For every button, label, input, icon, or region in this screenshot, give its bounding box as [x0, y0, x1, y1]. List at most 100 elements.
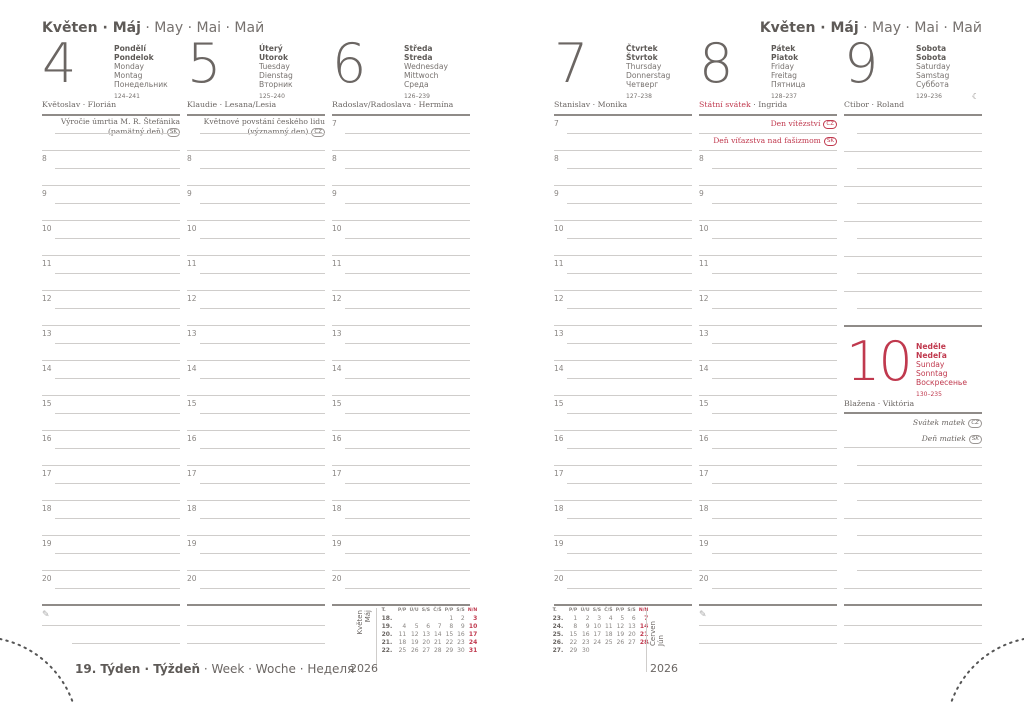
hour-line[interactable]: [42, 535, 180, 536]
hour-line[interactable]: [554, 290, 692, 291]
notes-line[interactable]: [187, 625, 325, 626]
hour-line[interactable]: [332, 465, 470, 466]
hour-line[interactable]: [187, 570, 325, 571]
date-cell[interactable]: 12: [616, 623, 625, 630]
writing-line[interactable]: [200, 588, 325, 589]
date-cell[interactable]: 30: [581, 647, 590, 654]
writing-line[interactable]: [712, 273, 837, 274]
date-cell[interactable]: 9: [585, 623, 590, 630]
date-cell[interactable]: 26: [616, 639, 625, 646]
date-cell[interactable]: 1: [573, 615, 578, 622]
date-cell[interactable]: 7: [437, 623, 442, 630]
hour-line[interactable]: [42, 570, 180, 571]
hour-line[interactable]: [554, 360, 692, 361]
date-cell[interactable]: 19: [616, 631, 625, 638]
writing-line[interactable]: [567, 343, 692, 344]
writing-line[interactable]: [345, 518, 470, 519]
date-cell[interactable]: 29: [569, 647, 578, 654]
hour-line[interactable]: [699, 133, 837, 134]
writing-line[interactable]: [712, 343, 837, 344]
date-cell[interactable]: 13: [628, 623, 636, 630]
hour-line[interactable]: [699, 325, 837, 326]
writing-line[interactable]: [844, 447, 982, 448]
hour-line[interactable]: [332, 150, 470, 151]
date-cell[interactable]: 10: [593, 623, 602, 630]
hour-line[interactable]: [554, 465, 692, 466]
date-cell[interactable]: 21: [639, 631, 649, 638]
date-cell[interactable]: 30: [457, 647, 465, 654]
writing-line[interactable]: [844, 290, 982, 292]
hour-line[interactable]: [554, 430, 692, 431]
date-cell[interactable]: 16: [457, 631, 465, 638]
writing-line[interactable]: [55, 588, 180, 589]
writing-line[interactable]: [345, 553, 470, 554]
writing-line[interactable]: [712, 483, 837, 484]
hour-line[interactable]: [42, 290, 180, 291]
writing-line[interactable]: [55, 308, 180, 309]
date-cell[interactable]: 5: [414, 623, 419, 630]
writing-line[interactable]: [55, 378, 180, 379]
date-cell[interactable]: 16: [581, 631, 590, 638]
hour-line[interactable]: [187, 360, 325, 361]
date-cell[interactable]: 22: [445, 639, 454, 646]
writing-line[interactable]: [567, 588, 692, 589]
notes-line[interactable]: [72, 643, 180, 644]
hour-line[interactable]: [332, 255, 470, 256]
writing-line[interactable]: [844, 150, 982, 152]
date-cell[interactable]: 23: [457, 639, 465, 646]
writing-line[interactable]: [857, 465, 982, 466]
hour-line[interactable]: [699, 465, 837, 466]
hour-line[interactable]: [42, 360, 180, 361]
writing-line[interactable]: [857, 133, 982, 134]
hour-line[interactable]: [554, 185, 692, 186]
hour-line[interactable]: [187, 150, 325, 151]
writing-line[interactable]: [345, 133, 470, 134]
writing-line[interactable]: [200, 553, 325, 554]
date-cell[interactable]: 24: [468, 639, 478, 646]
notes-line[interactable]: [699, 643, 837, 644]
hour-line[interactable]: [699, 255, 837, 256]
date-cell[interactable]: 2: [460, 615, 465, 622]
hour-line[interactable]: [42, 430, 180, 431]
writing-line[interactable]: [345, 308, 470, 309]
hour-line[interactable]: [554, 395, 692, 396]
date-cell[interactable]: 8: [573, 623, 578, 630]
date-cell[interactable]: 20: [628, 631, 636, 638]
date-cell[interactable]: 18: [604, 631, 613, 638]
writing-line[interactable]: [345, 273, 470, 274]
date-cell[interactable]: 1: [449, 615, 454, 622]
hour-line[interactable]: [42, 465, 180, 466]
date-cell[interactable]: 28: [639, 639, 649, 646]
writing-line[interactable]: [345, 238, 470, 239]
writing-line[interactable]: [857, 500, 982, 501]
date-cell[interactable]: 9: [460, 623, 465, 630]
writing-line[interactable]: [200, 518, 325, 519]
hour-line[interactable]: [699, 395, 837, 396]
writing-line[interactable]: [712, 308, 837, 309]
date-cell[interactable]: 10: [468, 623, 478, 630]
writing-line[interactable]: [345, 413, 470, 414]
writing-line[interactable]: [55, 553, 180, 554]
writing-line[interactable]: [200, 308, 325, 309]
date-cell[interactable]: 29: [445, 647, 454, 654]
date-cell[interactable]: 27: [628, 639, 636, 646]
hour-line[interactable]: [554, 255, 692, 256]
writing-line[interactable]: [55, 168, 180, 169]
writing-line[interactable]: [567, 273, 692, 274]
date-cell[interactable]: 17: [468, 631, 478, 638]
writing-line[interactable]: [567, 483, 692, 484]
writing-line[interactable]: [55, 133, 180, 134]
writing-line[interactable]: [844, 517, 982, 519]
date-cell[interactable]: 13: [422, 631, 431, 638]
writing-line[interactable]: [857, 570, 982, 571]
hour-line[interactable]: [699, 290, 837, 291]
hour-line[interactable]: [554, 535, 692, 536]
writing-line[interactable]: [567, 238, 692, 239]
writing-line[interactable]: [567, 133, 692, 134]
writing-line[interactable]: [55, 203, 180, 204]
writing-line[interactable]: [844, 482, 982, 484]
writing-line[interactable]: [200, 413, 325, 414]
hour-line[interactable]: [42, 150, 180, 151]
writing-line[interactable]: [712, 168, 837, 169]
writing-line[interactable]: [345, 203, 470, 204]
